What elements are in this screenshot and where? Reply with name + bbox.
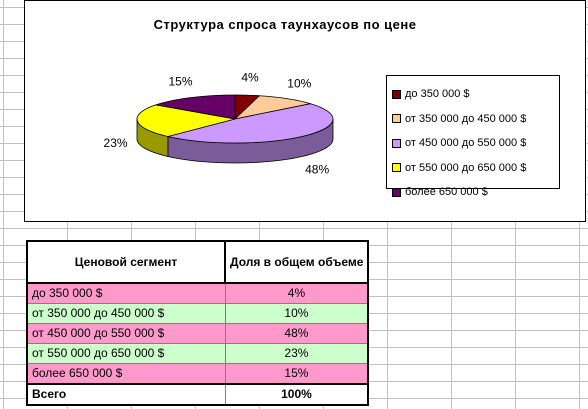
cell-segment[interactable]: от 350 000 до 450 000 $ — [26, 303, 226, 324]
table-row: от 550 000 до 650 000 $ 23% — [26, 343, 369, 364]
table-header-row: Ценовой сегмент Доля в общем объеме — [26, 240, 370, 284]
pie-chart: 4% 10% 48% 23% 15% — [104, 70, 334, 177]
legend-item: до 350 000 $ — [392, 82, 559, 107]
legend-item: от 350 000 до 450 000 $ — [392, 107, 559, 132]
pie-data-label: 48% — [305, 163, 329, 177]
cell-segment[interactable]: до 350 000 $ — [26, 282, 226, 304]
legend-swatch — [392, 187, 401, 197]
cell-total-share[interactable]: 100% — [224, 383, 369, 406]
legend-label: от 350 000 до 450 000 $ — [405, 112, 527, 125]
table-row: до 350 000 $ 4% — [26, 282, 369, 304]
cell-segment[interactable]: от 550 000 до 650 000 $ — [26, 343, 226, 364]
header-segment[interactable]: Ценовой сегмент — [26, 240, 226, 284]
legend-label: более 650 000 $ — [405, 186, 488, 199]
chart-title: Структура спроса таунхаусов по цене — [153, 17, 417, 32]
pie-slice — [136, 104, 236, 137]
cell-share[interactable]: 23% — [224, 343, 369, 364]
cell-share[interactable]: 4% — [224, 282, 369, 304]
legend-swatch — [392, 138, 401, 148]
table-total-row: Всего 100% — [26, 383, 369, 406]
header-share[interactable]: Доля в общем объеме — [223, 240, 370, 284]
pie-data-label: 10% — [287, 77, 311, 91]
cell-share[interactable]: 10% — [224, 303, 369, 324]
pie-data-label: 23% — [104, 136, 128, 150]
cell-segment[interactable]: более 650 000 $ — [26, 363, 226, 385]
legend-item: более 650 000 $ — [392, 180, 559, 205]
cell-total-label[interactable]: Всего — [26, 383, 226, 406]
chart-area[interactable]: Структура спроса таунхаусов по цене 4% 10… — [24, 0, 586, 222]
legend-label: до 350 000 $ — [405, 88, 470, 101]
table-row: от 350 000 до 450 000 $ 10% — [26, 303, 369, 324]
cell-share[interactable]: 15% — [224, 363, 369, 385]
pie-slice — [155, 94, 236, 120]
legend-label: от 450 000 до 550 000 $ — [405, 137, 527, 150]
chart-legend[interactable]: до 350 000 $ от 350 000 до 450 000 $ от … — [386, 75, 560, 198]
pie-slice — [167, 103, 334, 144]
legend-item: от 450 000 до 550 000 $ — [392, 131, 559, 156]
legend-label: от 550 000 до 650 000 $ — [405, 161, 527, 174]
price-segment-table: Ценовой сегмент Доля в общем объеме до 3… — [26, 240, 370, 406]
legend-swatch — [392, 114, 401, 124]
pie-data-label: 4% — [241, 70, 259, 84]
legend-item: от 550 000 до 650 000 $ — [392, 156, 559, 181]
table-row: более 650 000 $ 15% — [26, 363, 369, 385]
legend-swatch — [392, 89, 401, 99]
legend-swatch — [392, 163, 401, 173]
cell-share[interactable]: 48% — [224, 323, 369, 344]
cell-segment[interactable]: от 450 000 до 550 000 $ — [26, 323, 226, 344]
pie-data-label: 15% — [169, 75, 193, 89]
table-row: от 450 000 до 550 000 $ 48% — [26, 323, 369, 344]
